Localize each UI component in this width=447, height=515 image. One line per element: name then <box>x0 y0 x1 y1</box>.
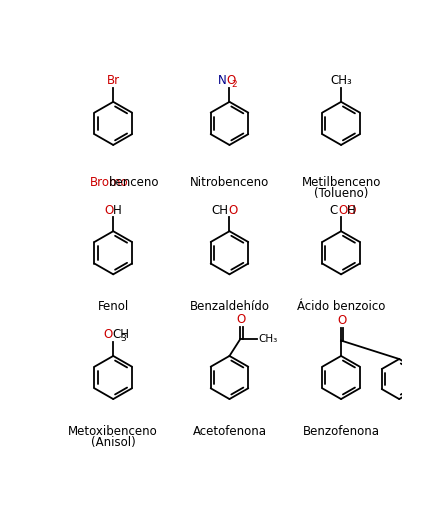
Text: H: H <box>347 203 356 217</box>
Text: CH: CH <box>113 328 130 341</box>
Text: O: O <box>236 313 246 326</box>
Text: Benzofenona: Benzofenona <box>303 425 380 438</box>
Text: CH₃: CH₃ <box>330 74 352 87</box>
Text: benceno: benceno <box>110 176 160 189</box>
Text: O: O <box>226 74 236 87</box>
Text: 2: 2 <box>232 80 237 89</box>
Text: O: O <box>337 315 346 328</box>
Text: Benzaldehído: Benzaldehído <box>190 300 270 314</box>
Text: C: C <box>330 203 338 217</box>
Text: (Anisol): (Anisol) <box>91 436 135 449</box>
Text: Metilbenceno: Metilbenceno <box>301 176 381 189</box>
Text: O: O <box>103 328 113 341</box>
Text: Metoxibenceno: Metoxibenceno <box>68 425 158 438</box>
Text: Ácido benzoico: Ácido benzoico <box>297 300 385 314</box>
Text: CH₃: CH₃ <box>258 334 278 344</box>
Text: O: O <box>104 203 113 217</box>
Text: Acetofenona: Acetofenona <box>193 425 266 438</box>
Text: Nitrobenceno: Nitrobenceno <box>190 176 269 189</box>
Text: Bromo: Bromo <box>90 176 129 189</box>
Text: CH: CH <box>211 203 228 217</box>
Text: Br: Br <box>107 74 120 87</box>
Text: (Tolueno): (Tolueno) <box>314 186 368 199</box>
Text: H: H <box>113 203 122 217</box>
Text: O: O <box>228 203 237 217</box>
Text: Fenol: Fenol <box>97 300 129 314</box>
Text: OO: OO <box>338 203 356 217</box>
Text: 3: 3 <box>120 334 126 343</box>
Text: N: N <box>218 74 226 87</box>
